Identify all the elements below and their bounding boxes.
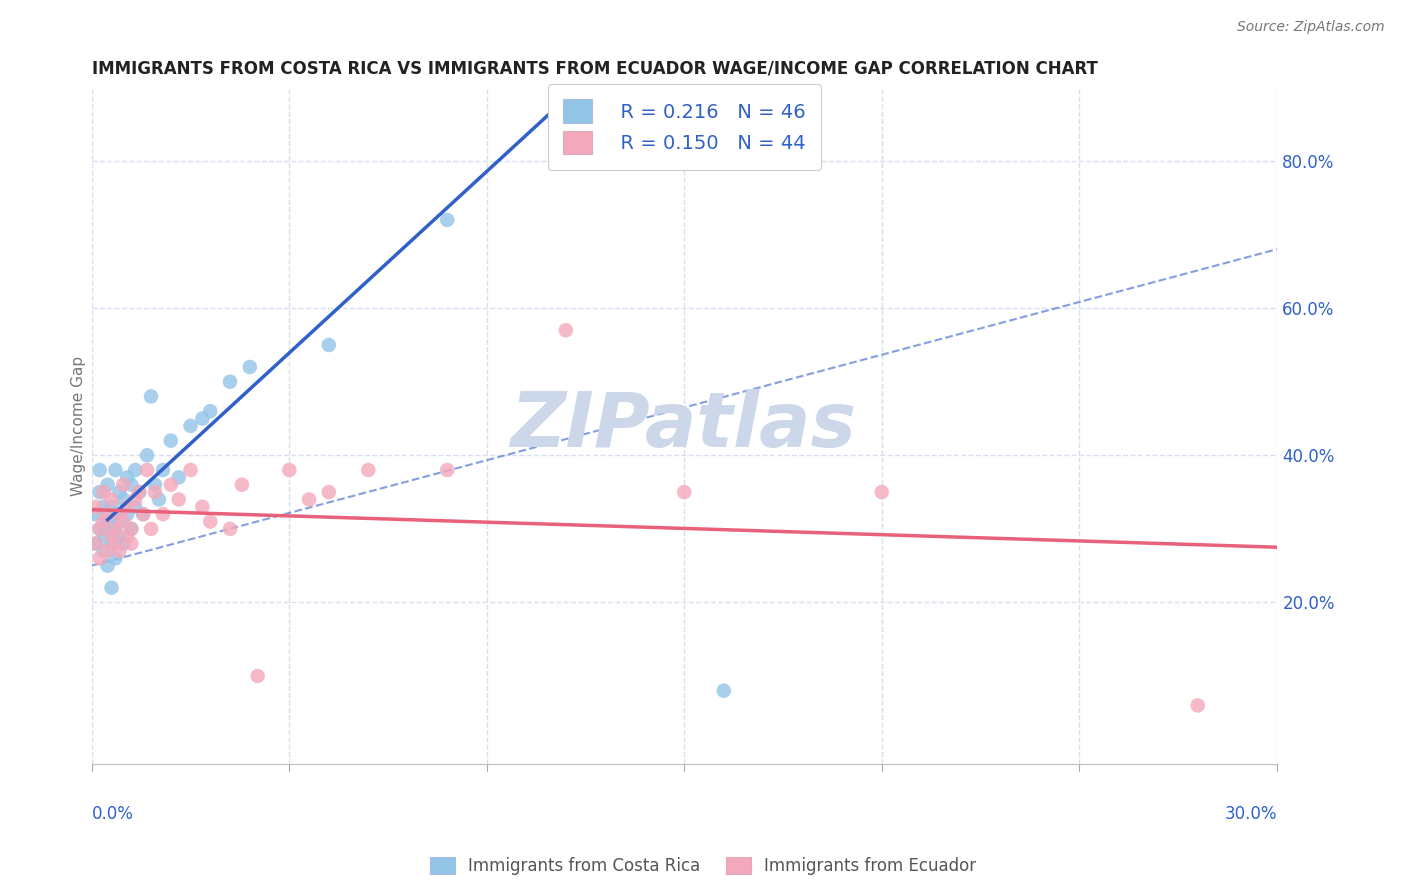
Point bbox=[436, 463, 458, 477]
Point bbox=[136, 463, 159, 477]
Point bbox=[93, 544, 115, 558]
Point bbox=[152, 507, 174, 521]
Point bbox=[239, 359, 262, 374]
Point bbox=[713, 683, 735, 698]
Point bbox=[132, 507, 155, 521]
Point bbox=[84, 536, 107, 550]
Point bbox=[84, 500, 107, 514]
Text: Source: ZipAtlas.com: Source: ZipAtlas.com bbox=[1237, 20, 1385, 34]
Point bbox=[219, 375, 242, 389]
Point bbox=[128, 485, 150, 500]
Point bbox=[159, 477, 181, 491]
Point bbox=[120, 522, 142, 536]
Point bbox=[108, 507, 131, 521]
Point bbox=[120, 536, 142, 550]
Point bbox=[89, 522, 111, 536]
Point bbox=[89, 551, 111, 566]
Point bbox=[104, 463, 127, 477]
Point bbox=[104, 507, 127, 521]
Point bbox=[104, 522, 127, 536]
Point bbox=[231, 477, 253, 491]
Point bbox=[97, 558, 120, 573]
Point bbox=[436, 213, 458, 227]
Point bbox=[219, 522, 242, 536]
Point bbox=[112, 515, 135, 529]
Point bbox=[93, 500, 115, 514]
Point bbox=[89, 522, 111, 536]
Point bbox=[298, 492, 321, 507]
Point bbox=[191, 500, 214, 514]
Point bbox=[159, 434, 181, 448]
Point bbox=[143, 477, 166, 491]
Point bbox=[318, 485, 340, 500]
Point bbox=[180, 418, 202, 433]
Point bbox=[139, 389, 162, 403]
Y-axis label: Wage/Income Gap: Wage/Income Gap bbox=[72, 356, 86, 496]
Point bbox=[870, 485, 893, 500]
Point bbox=[97, 507, 120, 521]
Text: IMMIGRANTS FROM COSTA RICA VS IMMIGRANTS FROM ECUADOR WAGE/INCOME GAP CORRELATIO: IMMIGRANTS FROM COSTA RICA VS IMMIGRANTS… bbox=[91, 60, 1098, 78]
Point bbox=[128, 485, 150, 500]
Point bbox=[554, 323, 576, 337]
Point bbox=[117, 529, 139, 543]
Point bbox=[167, 470, 190, 484]
Point bbox=[97, 544, 120, 558]
Point bbox=[112, 536, 135, 550]
Point bbox=[117, 500, 139, 514]
Point bbox=[100, 536, 122, 550]
Point bbox=[100, 500, 122, 514]
Point bbox=[93, 485, 115, 500]
Legend:   R = 0.216   N = 46,   R = 0.150   N = 44: R = 0.216 N = 46, R = 0.150 N = 44 bbox=[547, 84, 821, 170]
Point bbox=[89, 463, 111, 477]
Point bbox=[191, 411, 214, 425]
Point bbox=[124, 492, 146, 507]
Point bbox=[104, 551, 127, 566]
Legend: Immigrants from Costa Rica, Immigrants from Ecuador: Immigrants from Costa Rica, Immigrants f… bbox=[422, 849, 984, 884]
Point bbox=[100, 522, 122, 536]
Point bbox=[108, 529, 131, 543]
Point bbox=[124, 500, 146, 514]
Point bbox=[120, 477, 142, 491]
Point bbox=[1187, 698, 1209, 713]
Point bbox=[93, 529, 115, 543]
Point bbox=[104, 536, 127, 550]
Point bbox=[108, 544, 131, 558]
Point bbox=[136, 448, 159, 462]
Point bbox=[93, 515, 115, 529]
Point bbox=[97, 515, 120, 529]
Point bbox=[246, 669, 269, 683]
Point bbox=[200, 515, 222, 529]
Point bbox=[318, 338, 340, 352]
Point bbox=[100, 581, 122, 595]
Point bbox=[100, 492, 122, 507]
Point bbox=[112, 492, 135, 507]
Point bbox=[200, 404, 222, 418]
Point bbox=[84, 536, 107, 550]
Point bbox=[132, 507, 155, 521]
Point bbox=[152, 463, 174, 477]
Point bbox=[108, 485, 131, 500]
Point bbox=[167, 492, 190, 507]
Text: ZIPatlas: ZIPatlas bbox=[512, 389, 858, 463]
Point bbox=[117, 507, 139, 521]
Point bbox=[124, 463, 146, 477]
Point bbox=[108, 515, 131, 529]
Point bbox=[100, 529, 122, 543]
Point bbox=[117, 470, 139, 484]
Point bbox=[84, 507, 107, 521]
Point bbox=[148, 492, 170, 507]
Point bbox=[139, 522, 162, 536]
Point bbox=[120, 522, 142, 536]
Point bbox=[278, 463, 301, 477]
Point bbox=[357, 463, 380, 477]
Point bbox=[143, 485, 166, 500]
Point bbox=[180, 463, 202, 477]
Point bbox=[673, 485, 696, 500]
Point bbox=[89, 485, 111, 500]
Point bbox=[112, 477, 135, 491]
Text: 0.0%: 0.0% bbox=[91, 805, 134, 823]
Text: 30.0%: 30.0% bbox=[1225, 805, 1277, 823]
Point bbox=[97, 477, 120, 491]
